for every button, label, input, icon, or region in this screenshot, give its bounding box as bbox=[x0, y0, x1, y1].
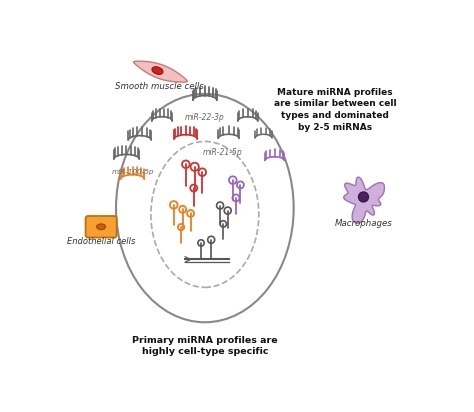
Polygon shape bbox=[152, 67, 163, 75]
Ellipse shape bbox=[358, 192, 369, 202]
Text: miR-100-5p: miR-100-5p bbox=[111, 169, 154, 176]
Polygon shape bbox=[344, 177, 384, 223]
Text: miR-21-5p: miR-21-5p bbox=[202, 148, 242, 157]
Text: miR-22-3p: miR-22-3p bbox=[185, 113, 225, 122]
FancyBboxPatch shape bbox=[86, 216, 117, 238]
Text: Endothelial cells: Endothelial cells bbox=[67, 237, 135, 246]
Ellipse shape bbox=[97, 224, 106, 229]
Text: Primary miRNA profiles are
highly cell-type specific: Primary miRNA profiles are highly cell-t… bbox=[132, 336, 278, 356]
Text: Macrophages: Macrophages bbox=[335, 219, 392, 228]
Text: Smooth muscle cells: Smooth muscle cells bbox=[116, 82, 204, 91]
Text: Mature miRNA profiles
are similar between cell
types and dominated
by 2-5 miRNAs: Mature miRNA profiles are similar betwee… bbox=[273, 87, 396, 132]
Polygon shape bbox=[134, 61, 187, 82]
